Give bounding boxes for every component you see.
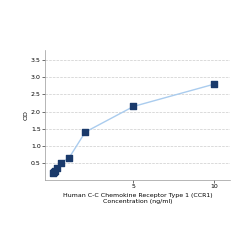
Y-axis label: OD: OD: [23, 110, 28, 120]
Point: [212, 82, 216, 86]
Point: [52, 170, 56, 174]
Point: [53, 170, 57, 173]
Point: [51, 171, 55, 175]
Point: [132, 104, 136, 108]
X-axis label: Human C-C Chemokine Receptor Type 1 (CCR1)
Concentration (ng/ml): Human C-C Chemokine Receptor Type 1 (CCR…: [63, 193, 212, 204]
Point: [55, 166, 59, 170]
Point: [67, 156, 71, 160]
Point: [59, 161, 63, 165]
Point: [83, 130, 87, 134]
